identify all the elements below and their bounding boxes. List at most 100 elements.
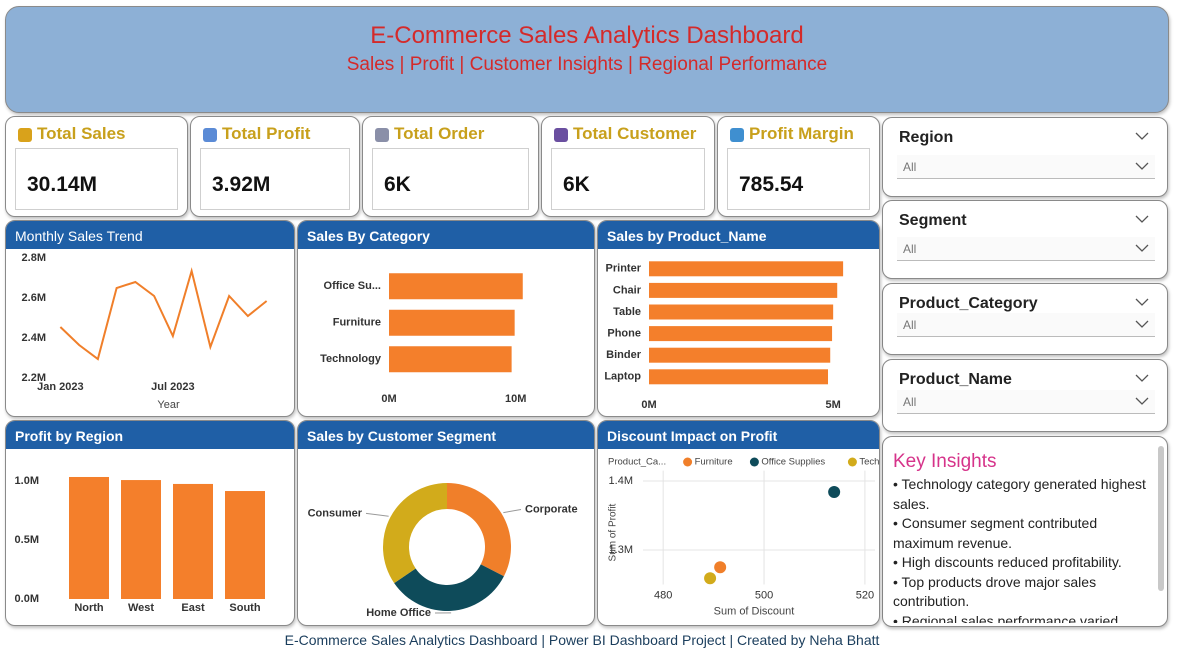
slicer-label: Segment (899, 212, 967, 229)
bar (225, 491, 265, 599)
bar (389, 309, 515, 336)
x-axis-label: Year (157, 399, 180, 411)
kpi-card: Profit Margin 785.54 (717, 116, 880, 217)
donut-slice (383, 483, 447, 584)
x-tick-label: West (128, 602, 154, 614)
x-tick-label: South (229, 602, 260, 614)
chevron-dropdown[interactable] (1135, 243, 1149, 253)
kpi-icon (554, 128, 568, 142)
kpi-value-box: 30.14M (15, 148, 178, 210)
slicer: Product_Category All (882, 283, 1168, 355)
page-scrollbar (1158, 446, 1164, 591)
kpi-label: Total Customer (573, 124, 697, 143)
x-tick-label: 10M (505, 393, 526, 405)
slice-label: Corporate (525, 503, 578, 515)
legend-label: Technology (859, 457, 879, 468)
kpi-icon (203, 128, 217, 142)
slicer-dropdown[interactable]: All (897, 313, 1155, 337)
kpi-value-box: 6K (372, 148, 529, 210)
footer: E-Commerce Sales Analytics Dashboard | P… (284, 632, 880, 648)
insight-item: • Regional sales performance varied (893, 612, 1119, 624)
category-label: Laptop (604, 371, 641, 383)
y-tick-label: 2.6M (22, 292, 46, 304)
insights-title: Key Insights (893, 451, 997, 472)
bar (649, 347, 831, 363)
bar (649, 282, 838, 298)
slicer-value: All (903, 160, 917, 174)
y-tick-label: 0.5M (15, 534, 39, 546)
chevron-dropdown[interactable] (1135, 319, 1149, 329)
x-tick-label: East (181, 602, 205, 614)
kpi-icon (18, 128, 32, 142)
slicer-label: Product_Category (899, 295, 1038, 312)
chart-panel: Profit by Region 0.0M 0.5M 1.0M North West Eas… (5, 420, 295, 626)
kpi-card: Total Sales 30.14M (5, 116, 188, 217)
kpi-card: Total Order 6K (362, 116, 539, 217)
kpi-value: 3.92M (212, 173, 271, 196)
insights-card: Key Insights • Technology category genera… (882, 436, 1168, 627)
slicer-dropdown[interactable]: All (897, 390, 1155, 414)
bar (389, 273, 523, 300)
chevron-header (1135, 374, 1149, 382)
kpi-value-box: 6K (551, 148, 705, 210)
slicer-value: All (903, 318, 917, 332)
bar (389, 346, 512, 373)
chart-panel: Sales by Product_Name 0M 5M Printer Chair Tab… (597, 220, 880, 417)
donut-slice (394, 564, 504, 611)
chart-panel: Sales By Category 0M 10M Office Su... Furnit… (297, 220, 595, 417)
chart-panel: Discount Impact on Profit 480 500 520 1.3M 1.… (597, 420, 880, 626)
chevron-header (1135, 215, 1149, 223)
chart-title: Monthly Sales Trend (6, 221, 294, 249)
kpi-label: Profit Margin (749, 124, 854, 143)
slicer-value: All (903, 395, 917, 409)
x-tick-label: North (74, 602, 104, 614)
kpi-value: 6K (563, 173, 590, 196)
category-label: Printer (606, 263, 642, 275)
chart: 480 500 520 1.3M 1.4M Sum of Discount Sum of P… (608, 457, 879, 618)
x-tick-label: 0M (641, 399, 656, 411)
legend-label: Furniture (695, 457, 733, 468)
legend-title: Product_Ca... (608, 457, 666, 468)
leader-line (365, 512, 389, 517)
slicer: Segment All (882, 200, 1168, 279)
bar (121, 480, 161, 599)
dashboard-subtitle: Sales | Profit | Customer Insights | Reg… (346, 54, 828, 75)
kpi-card: Total Customer 6K (541, 116, 715, 217)
chevron-dropdown[interactable] (1135, 161, 1149, 171)
sales-line (59, 267, 268, 361)
x-axis-label: Sum of Discount (714, 605, 795, 617)
chevron-header (1135, 132, 1149, 140)
kpi-value-box: 3.92M (200, 148, 350, 210)
chevron (1135, 397, 1149, 405)
x-tick-label: 520 (856, 589, 874, 601)
category-label: Binder (606, 349, 642, 361)
chevron (1135, 298, 1149, 306)
bar (649, 304, 834, 320)
category-label: Office Su... (324, 280, 381, 292)
bar (649, 326, 833, 342)
chevron-dropdown[interactable] (1135, 396, 1149, 406)
slice-label: Home Office (366, 607, 431, 619)
chart-title: Sales by Customer Segment (298, 421, 594, 449)
dashboard-title: E-Commerce Sales Analytics Dashboard (370, 22, 804, 49)
y-tick-label: 2.4M (22, 332, 46, 344)
donut-slice (447, 483, 511, 577)
bar (69, 476, 109, 599)
slicer: Product_Name All (882, 359, 1168, 432)
scatter-point (828, 486, 841, 499)
scatter-point (714, 561, 727, 574)
chart-panel: Monthly Sales Trend 2.2M 2.4M 2.6M 2.8M Jan 2… (5, 220, 295, 417)
slicer-dropdown[interactable]: All (897, 237, 1155, 261)
x-tick-label: 500 (755, 589, 773, 601)
y-axis-label: Sum of Profit (608, 503, 619, 561)
kpi-value: 30.14M (27, 173, 98, 196)
chart: 0.0M 0.5M 1.0M North West East South (15, 475, 265, 614)
y-tick-label: 2.8M (22, 252, 46, 264)
slicer-dropdown[interactable]: All (897, 155, 1155, 179)
legend-label: Office Supplies (761, 457, 825, 468)
kpi-card: Total Profit 3.92M (190, 116, 360, 217)
insight-item: • Top products drove major sales contrib… (893, 573, 1097, 610)
x-tick-label: Jul 2023 (151, 381, 194, 393)
insight-item: • Consumer segment contributed maximum r… (893, 515, 1098, 551)
